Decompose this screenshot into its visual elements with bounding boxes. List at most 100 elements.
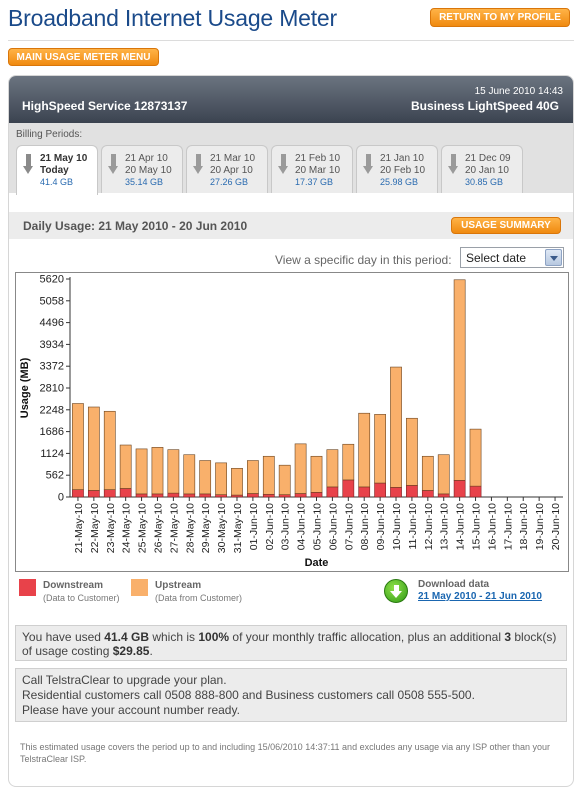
- y-tick-label: 1124: [40, 448, 64, 460]
- billing-periods-label: Billing Periods:: [16, 129, 83, 140]
- download-icon[interactable]: [384, 579, 408, 603]
- down-arrow-icon: [193, 154, 204, 176]
- y-tick-label: 2810: [40, 383, 64, 395]
- tab-period-start: 21 Apr 10: [125, 153, 168, 164]
- bar-downstream: [103, 489, 116, 498]
- x-tick-label: 24-May-10: [121, 503, 133, 553]
- billing-period-tab[interactable]: 21 Feb 10 20 Mar 10 17.37 GB: [271, 145, 353, 193]
- bar-upstream: [199, 460, 212, 495]
- tab-period-end: Today: [40, 165, 69, 176]
- chevron-down-icon[interactable]: [545, 249, 562, 266]
- down-arrow-icon: [363, 154, 374, 176]
- legend-swatch: [19, 579, 36, 596]
- download-data-link[interactable]: 21 May 2010 - 21 Jun 2010: [418, 591, 542, 602]
- x-tick-label: 19-Jun-10: [534, 503, 546, 550]
- current-date-time: 15 June 2010 14:43: [474, 86, 563, 97]
- bar-upstream: [167, 449, 180, 494]
- bar-upstream: [72, 403, 84, 490]
- legend-swatch: [131, 579, 148, 596]
- bar-downstream: [469, 485, 482, 498]
- tab-period-start: 21 Mar 10: [210, 153, 256, 164]
- x-tick-label: 13-Jun-10: [439, 503, 451, 550]
- x-tick-label: 17-Jun-10: [502, 503, 514, 550]
- bar-downstream: [135, 493, 148, 498]
- legend-name: Downstream: [43, 580, 104, 591]
- x-tick-label: 12-Jun-10: [423, 503, 435, 550]
- usage-summary-button[interactable]: USAGE SUMMARY: [451, 217, 561, 234]
- y-axis-label: Usage (MB): [19, 357, 31, 418]
- x-tick-label: 03-Jun-10: [280, 503, 292, 550]
- x-tick-label: 11-Jun-10: [407, 503, 419, 550]
- billing-period-tab[interactable]: 21 Apr 10 20 May 10 35.14 GB: [101, 145, 183, 193]
- bar-downstream: [215, 494, 227, 498]
- bar-upstream: [358, 412, 371, 488]
- bar-upstream: [310, 455, 323, 493]
- main-menu-button[interactable]: MAIN USAGE METER MENU: [8, 48, 159, 66]
- y-tick-label: 1686: [40, 426, 64, 438]
- tab-period-end: 20 Jan 10: [465, 165, 509, 176]
- bar-downstream: [167, 492, 180, 498]
- x-tick-label: 27-May-10: [168, 503, 180, 553]
- usage-chart: 0 562 1124 1686 2248 2810 3372 3934 4496 5058 5620…: [15, 272, 569, 572]
- y-tick-label: 5058: [40, 295, 64, 307]
- download-data-label: Download data: [418, 579, 490, 590]
- bar-downstream: [358, 486, 371, 498]
- usage-meter-panel: 15 June 2010 14:43 HighSpeed Service 128…: [8, 75, 574, 787]
- x-tick-label: 07-Jun-10: [343, 503, 355, 550]
- return-to-profile-button[interactable]: RETURN TO MY PROFILE: [430, 8, 570, 27]
- usage-text-middle2: of your monthly traffic allocation, plus…: [229, 630, 505, 644]
- bar-downstream: [406, 485, 418, 498]
- x-tick-label: 14-Jun-10: [455, 503, 467, 550]
- bar-downstream: [183, 493, 196, 498]
- x-tick-label: 10-Jun-10: [391, 503, 403, 550]
- usage-blocks: 3: [504, 630, 512, 644]
- bar-upstream: [87, 406, 100, 491]
- title-divider: [8, 40, 574, 41]
- account-number-line: Please have your account number ready.: [22, 703, 240, 717]
- x-tick-label: 06-Jun-10: [327, 503, 339, 550]
- billing-period-tab[interactable]: 21 Mar 10 20 Apr 10 27.26 GB: [186, 145, 268, 193]
- bar-upstream: [437, 454, 450, 495]
- bar-downstream: [87, 490, 100, 498]
- plan-name: Business LightSpeed 40G: [410, 99, 559, 113]
- x-tick-label: 22-May-10: [89, 503, 101, 553]
- bar-downstream: [278, 494, 291, 498]
- bar-downstream: [294, 493, 307, 498]
- bar-upstream: [294, 443, 307, 494]
- tab-period-usage: 17.37 GB: [295, 177, 334, 187]
- down-arrow-icon: [23, 154, 34, 176]
- tab-period-start: 21 May 10: [40, 153, 88, 164]
- x-tick-label: 15-Jun-10: [471, 503, 483, 550]
- date-select[interactable]: Select date: [460, 247, 564, 268]
- legend-sub: (Data to Customer): [43, 593, 120, 603]
- usage-cost: $29.85: [112, 644, 150, 658]
- bar-upstream: [119, 444, 132, 489]
- billing-periods: Billing Periods: 21 May 10 Today 41.4 GB 21…: [9, 123, 573, 195]
- billing-period-tab[interactable]: 21 Jan 10 20 Feb 10 25.98 GB: [356, 145, 438, 193]
- billing-period-tab[interactable]: 21 Dec 09 20 Jan 10 30.85 GB: [441, 145, 523, 193]
- billing-period-tab[interactable]: 21 May 10 Today 41.4 GB: [16, 145, 98, 195]
- tab-period-usage: 41.4 GB: [40, 177, 74, 187]
- bar-downstream: [390, 487, 402, 498]
- y-tick-label: 3934: [40, 339, 64, 351]
- x-tick-label: 25-May-10: [137, 503, 149, 553]
- legend-sub: (Data from Customer): [155, 593, 243, 603]
- upgrade-info-box: Call TelstraClear to upgrade your plan. …: [15, 668, 567, 722]
- x-tick-label: 31-May-10: [232, 503, 244, 553]
- x-tick-label: 26-May-10: [152, 503, 164, 553]
- legend-name: Upstream: [155, 580, 202, 591]
- bar-upstream: [421, 455, 434, 491]
- down-arrow-icon: [448, 154, 459, 176]
- bar-downstream: [262, 493, 275, 498]
- y-tick-label: 3372: [40, 361, 64, 373]
- y-tick-label: 4496: [40, 317, 64, 329]
- tab-period-end: 20 Mar 10: [295, 165, 341, 176]
- x-tick-label: 28-May-10: [184, 503, 196, 553]
- x-tick-label: 01-Jun-10: [248, 503, 260, 550]
- down-arrow-icon: [108, 154, 119, 176]
- usage-summary-box: You have used 41.4 GB which is 100% of y…: [15, 625, 567, 661]
- y-tick-label: 562: [46, 470, 64, 482]
- x-tick-label: 30-May-10: [216, 503, 228, 553]
- y-tick-label: 2248: [40, 404, 64, 416]
- daily-usage-bar: Daily Usage: 21 May 2010 - 20 Jun 2010 U…: [9, 212, 573, 239]
